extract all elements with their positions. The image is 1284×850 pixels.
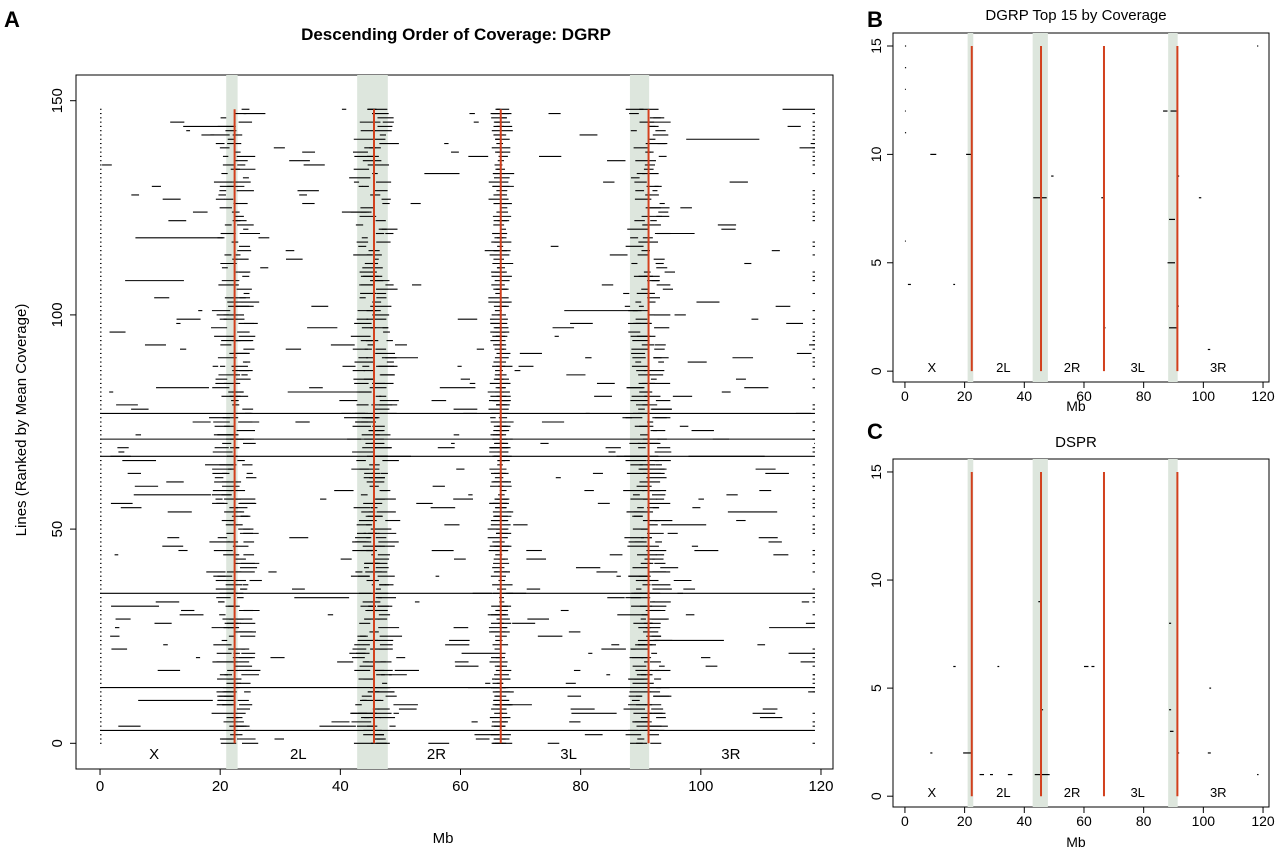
arm-label-X: X (927, 360, 936, 375)
panel-letter-a: A (4, 7, 20, 32)
panel-b-plot: X 2L 2R 3L 3R 0 20 40 60 80 100 120 0 5 10 15 (868, 33, 1275, 404)
panel-c-plot: X 2L 2R 3L 3R 0 20 40 60 80 100 120 0 5 10 15 (868, 459, 1275, 829)
x-tick-label-20: 20 (957, 388, 973, 404)
panel-c-title: DSPR (1055, 434, 1097, 451)
x-tick-label-80: 80 (572, 778, 589, 795)
x-tick-label-120: 120 (808, 778, 833, 795)
shaded-region-2 (1168, 33, 1178, 382)
arm-label-3R: 3R (1210, 785, 1227, 800)
y-tick-label-0: 0 (49, 739, 66, 747)
arm-label-X: X (927, 785, 936, 800)
arm-label-2R: 2R (427, 746, 446, 763)
arm-label-3L: 3L (1130, 785, 1144, 800)
x-tick-label-40: 40 (1017, 813, 1033, 829)
shaded-region-2 (1168, 459, 1178, 807)
arm-label-3R: 3R (721, 746, 740, 763)
panel-c-xlabel: Mb (1066, 834, 1086, 850)
arm-label-X: X (149, 746, 159, 763)
x-tick-label-60: 60 (452, 778, 469, 795)
shaded-region-2 (629, 75, 650, 769)
arm-label-3R: 3R (1210, 360, 1227, 375)
shaded-region-0 (967, 33, 974, 382)
arm-label-2R: 2R (1064, 785, 1081, 800)
panel-letter-b: B (867, 7, 883, 32)
arm-label-2R: 2R (1064, 360, 1081, 375)
panel-a-frame (75, 74, 834, 770)
arm-label-2L: 2L (996, 785, 1010, 800)
segments (904, 45, 1259, 351)
panel-a-plot: X 2L 2R 3L 3R 0 20 40 60 80 100 120 0 50 100 150 (49, 75, 833, 795)
x-tick-label-0: 0 (901, 388, 909, 404)
segments (930, 601, 1259, 776)
panel-a-xlabel: Mb (433, 830, 454, 847)
y-tick-label-100: 100 (49, 302, 66, 327)
y-tick-label-15: 15 (868, 464, 884, 480)
y-tick-label-150: 150 (49, 88, 66, 113)
x-tick-label-100: 100 (688, 778, 713, 795)
x-tick-label-60: 60 (1076, 388, 1092, 404)
y-tick-label-5: 5 (868, 259, 884, 267)
arm-label-2L: 2L (996, 360, 1010, 375)
x-tick-label-80: 80 (1136, 813, 1152, 829)
x-tick-label-0: 0 (901, 813, 909, 829)
x-tick-label-20: 20 (957, 813, 973, 829)
y-tick-label-5: 5 (868, 684, 884, 692)
panel-c-frame (892, 458, 1270, 808)
panel-a-title: Descending Order of Coverage: DGRP (301, 25, 611, 44)
segments (100, 108, 815, 744)
y-tick-label-0: 0 (868, 792, 884, 800)
y-tick-label-0: 0 (868, 367, 884, 375)
x-tick-label-40: 40 (332, 778, 349, 795)
x-tick-label-120: 120 (1251, 813, 1275, 829)
panel-b-xlabel: Mb (1066, 398, 1086, 414)
x-tick-label-100: 100 (1192, 388, 1216, 404)
panel-b-frame (892, 32, 1270, 383)
shaded-region-0 (226, 75, 238, 769)
panel-letter-c: C (867, 419, 883, 444)
y-tick-label-15: 15 (868, 38, 884, 54)
x-tick-label-100: 100 (1192, 813, 1216, 829)
shaded-region-0 (967, 459, 974, 807)
x-tick-label-40: 40 (1017, 388, 1033, 404)
arm-label-2L: 2L (290, 746, 307, 763)
y-tick-label-10: 10 (868, 572, 884, 588)
y-tick-label-50: 50 (49, 521, 66, 538)
panel-b-title: DGRP Top 15 by Coverage (985, 7, 1166, 24)
x-tick-label-60: 60 (1076, 813, 1092, 829)
x-tick-label-20: 20 (212, 778, 229, 795)
x-tick-label-80: 80 (1136, 388, 1152, 404)
x-tick-label-0: 0 (96, 778, 104, 795)
arm-label-3L: 3L (1130, 360, 1144, 375)
arm-label-3L: 3L (560, 746, 577, 763)
panel-a-ylabel: Lines (Ranked by Mean Coverage) (13, 304, 30, 537)
y-tick-label-10: 10 (868, 146, 884, 162)
x-tick-label-120: 120 (1251, 388, 1275, 404)
